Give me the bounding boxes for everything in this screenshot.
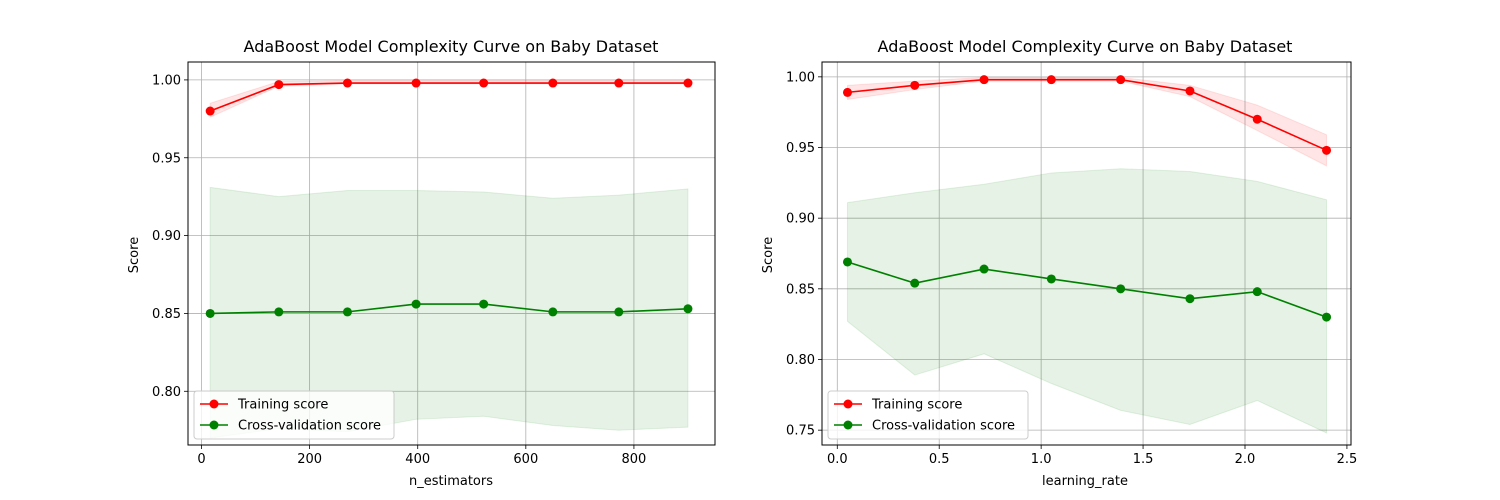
data-point: [1252, 287, 1262, 297]
y-tick-label: 0.90: [786, 212, 815, 227]
confidence-band: [846, 77, 1328, 167]
x-tick-label: 1.5: [1133, 452, 1154, 467]
y-tick-label: 0.80: [786, 353, 815, 368]
y-tick-label: 0.85: [152, 307, 181, 322]
legend: Training score Cross-validation score: [827, 390, 1029, 440]
legend-marker: [843, 420, 853, 430]
legend-marker: [843, 399, 853, 409]
y-tick-label: 0.90: [152, 229, 181, 244]
data-point: [842, 257, 852, 267]
plot-area: 0.0 0.5 1.0 1.5 2.0 2.5 0.75 0.80 0.85 0.90 0.95 1.…: [786, 61, 1358, 467]
data-point: [979, 264, 989, 274]
x-tick-label: 0.5: [929, 452, 950, 467]
series-line: [847, 261, 1327, 318]
data-point: [910, 80, 920, 90]
data-point: [274, 307, 284, 317]
series-line: [210, 303, 689, 315]
series-line: [209, 82, 688, 112]
data-point: [548, 307, 558, 317]
y-tick-label: 0.75: [786, 424, 815, 439]
data-point: [614, 78, 624, 88]
x-tick-label: 0: [197, 452, 205, 467]
chart-title: AdaBoost Model Complexity Curve on Baby …: [244, 37, 659, 56]
data-point: [411, 299, 421, 309]
data-point: [1322, 312, 1332, 322]
chart-n-estimators: AdaBoost Model Complexity Curve on Baby …: [127, 37, 716, 489]
data-point: [205, 106, 215, 116]
data-point: [1252, 114, 1262, 124]
legend-marker: [209, 399, 219, 409]
x-tick-label: 800: [622, 452, 647, 467]
x-axis-label: n_estimators: [409, 474, 493, 489]
legend-box: [193, 390, 395, 440]
legend: Training score Cross-validation score: [193, 390, 395, 440]
data-point: [1185, 294, 1195, 304]
axes-frame: [187, 61, 716, 446]
x-axis-label: learning_rate: [1042, 474, 1128, 489]
y-tick-label: 0.95: [786, 141, 815, 156]
data-point: [842, 87, 852, 97]
y-axis-label: Score: [761, 237, 776, 273]
data-point: [1322, 145, 1332, 155]
y-tick-label: 1.00: [786, 70, 815, 85]
data-point: [342, 78, 352, 88]
y-tick-label: 0.85: [786, 282, 815, 297]
data-point: [274, 80, 284, 90]
series-line: [847, 78, 1327, 152]
data-point: [614, 307, 624, 317]
axes-frame: [821, 61, 1352, 446]
x-tick-label: 1.0: [1031, 452, 1052, 467]
legend-label: Training score: [237, 398, 328, 413]
y-tick-label: 0.95: [152, 151, 181, 166]
y-tick-label: 0.80: [152, 385, 181, 400]
data-point: [683, 78, 693, 88]
x-tick-label: 2.0: [1235, 452, 1256, 467]
data-point: [1116, 284, 1126, 294]
chart-learning-rate: AdaBoost Model Complexity Curve on Baby …: [761, 37, 1357, 489]
data-point: [910, 278, 920, 288]
x-tick-label: 2.5: [1337, 452, 1358, 467]
data-point: [683, 304, 693, 314]
chart-title: AdaBoost Model Complexity Curve on Baby …: [878, 37, 1293, 56]
data-point: [1185, 86, 1195, 96]
data-point: [1046, 75, 1056, 85]
data-point: [1046, 274, 1056, 284]
x-tick-label: 0.0: [827, 452, 848, 467]
data-point: [479, 299, 489, 309]
y-axis-label: Score: [127, 237, 142, 273]
legend-marker: [209, 420, 219, 430]
legend-label: Training score: [871, 398, 962, 413]
legend-label: Cross-validation score: [238, 419, 381, 434]
data-point: [342, 307, 352, 317]
data-point: [479, 78, 489, 88]
plot-area: 0 200 400 600 800 0.80 0.85 0.90 0.95 1.00 Trainin…: [152, 61, 716, 467]
x-tick-label: 200: [297, 452, 322, 467]
legend-box: [827, 390, 1029, 440]
y-tick-label: 1.00: [152, 73, 181, 88]
data-point: [411, 78, 421, 88]
x-tick-label: 600: [513, 452, 538, 467]
data-point: [548, 78, 558, 88]
confidence-band: [846, 168, 1328, 434]
data-point: [1116, 75, 1126, 85]
x-tick-label: 400: [405, 452, 430, 467]
data-point: [205, 308, 215, 318]
legend-label: Cross-validation score: [872, 419, 1015, 434]
data-point: [979, 75, 989, 85]
